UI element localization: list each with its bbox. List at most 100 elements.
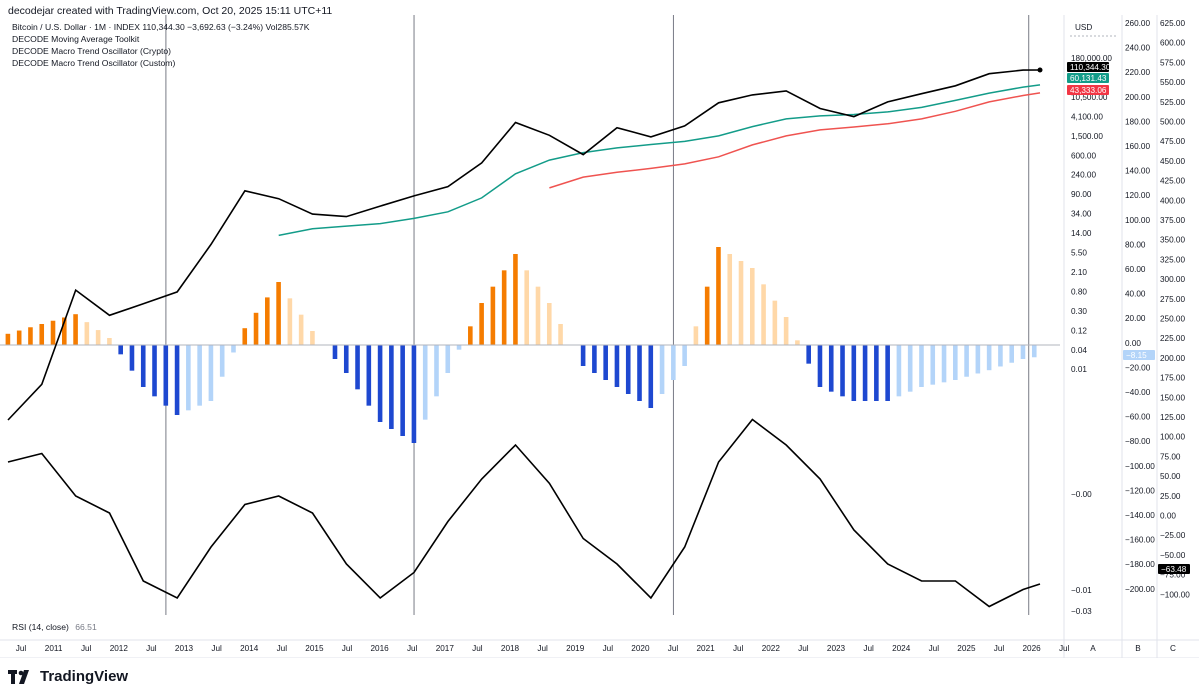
indicator-ma-toolkit[interactable]: DECODE Moving Average Toolkit: [12, 34, 140, 44]
time-axis-label: 2014: [240, 644, 259, 653]
scale-c-label: 475.00: [1160, 137, 1185, 146]
time-axis-label: Jul: [798, 644, 809, 653]
axis-labels: Jul 2011 Jul 2012 Jul 2013 Jul 2014 Jul 2015 Jul 20…: [16, 19, 1191, 653]
oscillator-bar: [343, 345, 349, 373]
oscillator-bar: [727, 254, 733, 345]
oscillator-bar: [671, 345, 676, 380]
oscillator-bar: [783, 317, 789, 345]
oscillator-bar: [840, 345, 845, 397]
scale-c-label: 450.00: [1160, 157, 1185, 166]
scale-c-label: 425.00: [1160, 177, 1185, 186]
symbol-line[interactable]: Bitcoin / U.S. Dollar · 1M · INDEX 110,3…: [12, 22, 310, 32]
oscillator-bar: [208, 345, 214, 401]
price-scale-label: 0.12: [1071, 326, 1087, 335]
indicator-oscillator-custom[interactable]: DECODE Macro Trend Oscillator (Custom): [12, 58, 176, 68]
scale-letter: B: [1135, 644, 1141, 653]
oscillator-bar: [637, 345, 642, 401]
oscillator-bar: [1009, 345, 1015, 363]
price-scale-label: 0.04: [1071, 346, 1087, 355]
indicator-oscillator-crypto[interactable]: DECODE Macro Trend Oscillator (Crypto): [12, 46, 172, 56]
scale-c-label: 150.00: [1160, 393, 1185, 402]
scale-c-label: −75.00: [1160, 571, 1186, 580]
time-axis-label: Jul: [472, 644, 483, 653]
oscillator-bar: [366, 345, 372, 406]
price-scale-label: 2.10: [1071, 268, 1087, 277]
oscillator-bar: [219, 345, 225, 377]
time-axis-label: 2025: [957, 644, 976, 653]
scale-b-label: −140.00: [1125, 511, 1155, 520]
oscillator-bar: [73, 314, 78, 345]
oscillator-bar: [704, 286, 710, 345]
time-axis-label: Jul: [211, 644, 222, 653]
brand-name: TradingView: [40, 668, 129, 685]
scale-b-label: −200.00: [1125, 585, 1155, 594]
oscillator-bar: [806, 345, 811, 364]
scale-c-label: 200.00: [1160, 354, 1185, 363]
oscillator-bar: [941, 345, 947, 383]
oscillator-bar: [964, 345, 969, 377]
time-axis-label: Jul: [342, 644, 353, 653]
time-axis-label: 2024: [892, 644, 911, 653]
scale-b-label: −100.00: [1125, 462, 1155, 471]
oscillator-bar: [468, 326, 473, 345]
scale-b-label: 60.00: [1125, 265, 1146, 274]
scale-b-label: −80.00: [1125, 437, 1151, 446]
last-price-tag-bg: [1067, 62, 1109, 72]
oscillator-bar: [817, 345, 823, 387]
oscillator-bar: [298, 314, 304, 345]
oscillator-bar: [276, 282, 281, 345]
time-axis-label: 2026: [1022, 644, 1041, 653]
oscillator-bar: [851, 345, 857, 401]
price-scale-label: 5.50: [1071, 249, 1087, 258]
price-scale-label: 180,000.00: [1071, 54, 1112, 63]
scale-c-label: −50.00: [1160, 551, 1186, 560]
scale-b-label: 220.00: [1125, 68, 1150, 77]
scale-c-label: 125.00: [1160, 413, 1185, 422]
oscillator-bar: [986, 345, 992, 371]
oscillator-bar: [907, 345, 913, 392]
oscillator-bar: [513, 254, 518, 345]
price-scale-label: 0.30: [1071, 307, 1087, 316]
ma-red-tag: 43,333.06: [1070, 86, 1107, 95]
scale-letter: A: [1090, 644, 1096, 653]
scale-b-label: −180.00: [1125, 560, 1155, 569]
value-tags: 110,344.30 60,131.43 43,333.06 −8.15 −63.48: [1067, 62, 1190, 574]
oscillator-bar: [828, 345, 834, 392]
time-axis-label: 2011: [45, 644, 63, 653]
oscillator-bar: [253, 312, 259, 345]
oscillator-bar: [795, 340, 800, 345]
ma-teal-line: [278, 84, 1041, 237]
tradingview-logo-icon: [8, 669, 34, 684]
oscillator-bar: [659, 345, 665, 394]
oscillator-bar: [592, 345, 597, 373]
time-axis-label: Jul: [537, 644, 548, 653]
price-scale-label: 0.01: [1071, 365, 1087, 374]
rsi-legend[interactable]: RSI (14, close) 66.51: [12, 622, 97, 632]
oscillator-bar: [355, 345, 360, 390]
price-scale-label: 14.00: [1071, 229, 1092, 238]
oscillator-bar: [174, 345, 180, 415]
oscillator-bar: [546, 303, 552, 345]
ma-teal-tag: 60,131.43: [1070, 74, 1107, 83]
oscillator-bar: [501, 270, 507, 345]
oscillator-line: [7, 418, 1041, 608]
time-axis-label: 2012: [110, 644, 129, 653]
oscillator-bar: [749, 268, 755, 345]
brand[interactable]: TradingView: [8, 668, 128, 685]
price-line: [7, 69, 1041, 421]
oscillator-scale-label: −0.01: [1071, 586, 1092, 595]
oscillator-bar: [152, 345, 157, 397]
chart-grid: [0, 639, 1199, 659]
scale-c-label: 375.00: [1160, 216, 1185, 225]
oscillator-bar: [411, 345, 417, 443]
scale-b-label: 200.00: [1125, 93, 1150, 102]
scale-letter: C: [1170, 644, 1176, 653]
currency-label: USD: [1075, 23, 1092, 32]
oscillator-bar: [761, 284, 766, 345]
chart-credit: decodejar created with TradingView.com, …: [8, 5, 333, 17]
time-axis-label: 2016: [370, 644, 389, 653]
time-axis-label: Jul: [277, 644, 288, 653]
scale-c-label: 250.00: [1160, 315, 1185, 324]
oscillator-bar: [975, 345, 981, 374]
scale-b-label: 180.00: [1125, 117, 1150, 126]
